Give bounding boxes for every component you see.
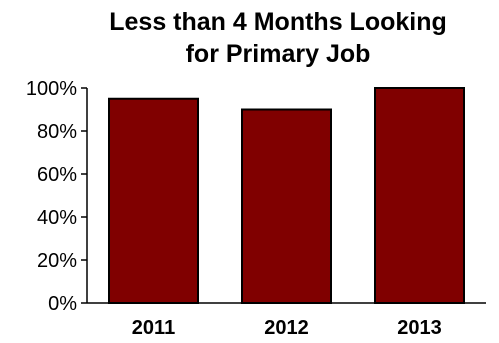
chart-title-line-2: for Primary Job [186, 40, 371, 68]
bar-2012 [241, 108, 332, 304]
x-tick-label: 2013 [397, 317, 442, 339]
y-tick-label: 20% [37, 250, 77, 272]
y-tick-label: 40% [37, 207, 77, 229]
y-axis: 0% 20% 40% 60% 80% 100% [26, 78, 88, 315]
y-tick-label: 80% [37, 121, 77, 143]
chart-title-line-1: Less than 4 Months Looking [109, 8, 447, 36]
x-axis: 2011 2012 2013 [87, 302, 486, 339]
x-tick-label: 2012 [264, 317, 309, 339]
x-tick-label: 2011 [132, 317, 175, 339]
y-tick-label: 0% [48, 293, 77, 315]
y-tick-label: 60% [37, 164, 77, 186]
bar-2013 [374, 87, 465, 304]
y-tick-label: 100% [26, 78, 77, 100]
bars [108, 87, 465, 304]
chart-title: Less than 4 Months Looking for Primary Jo… [109, 8, 447, 68]
bar-2011 [108, 97, 199, 304]
